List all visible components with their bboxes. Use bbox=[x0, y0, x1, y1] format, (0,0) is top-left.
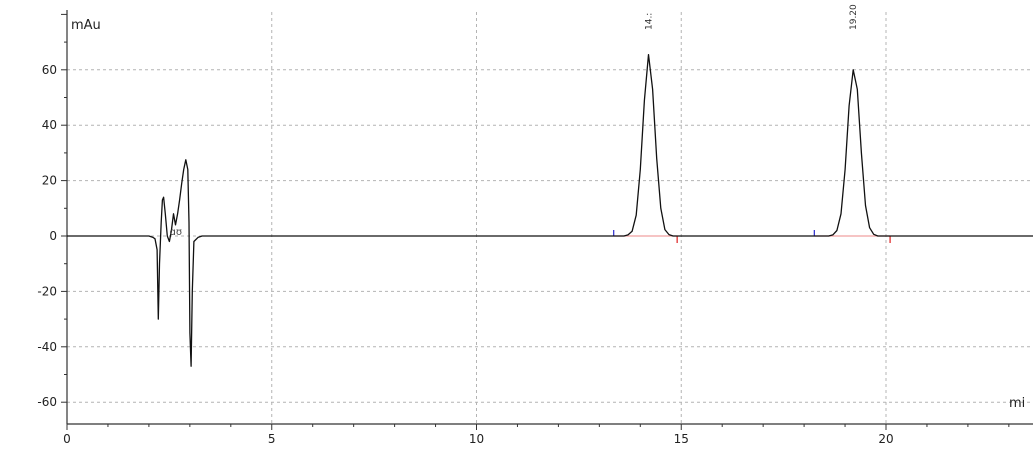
y-tick-label: 40 bbox=[42, 118, 57, 132]
grid bbox=[67, 12, 1033, 424]
x-tick-label: 15 bbox=[674, 432, 689, 446]
y-tick-label: -60 bbox=[37, 395, 57, 409]
x-tick-label: 20 bbox=[878, 432, 893, 446]
peak-retention-label: 19.20 bbox=[849, 4, 859, 30]
y-tick-label: -40 bbox=[37, 340, 57, 354]
x-axis-unit-label: mi bbox=[1009, 396, 1025, 411]
chromatogram-trace bbox=[67, 53, 1033, 367]
y-tick-label: 20 bbox=[42, 174, 57, 188]
x-tick-label: 0 bbox=[63, 432, 71, 446]
y-axis-unit-label: mAu bbox=[71, 18, 101, 33]
ticks: -60 -40 -20 0 20 40 60 0 5 10 15 20 bbox=[37, 13, 1010, 446]
x-tick-label: 10 bbox=[469, 432, 484, 446]
x-tick-label: 5 bbox=[268, 432, 276, 446]
labels: 14.: 19.20 ɑʊ bbox=[170, 4, 860, 238]
peak-retention-label: 14.: bbox=[644, 13, 654, 30]
axes bbox=[66, 10, 1033, 425]
y-tick-label: -20 bbox=[37, 284, 57, 298]
y-tick-label: 60 bbox=[42, 63, 57, 77]
small-annotation: ɑʊ bbox=[170, 227, 183, 238]
y-tick-label: 0 bbox=[49, 229, 57, 243]
